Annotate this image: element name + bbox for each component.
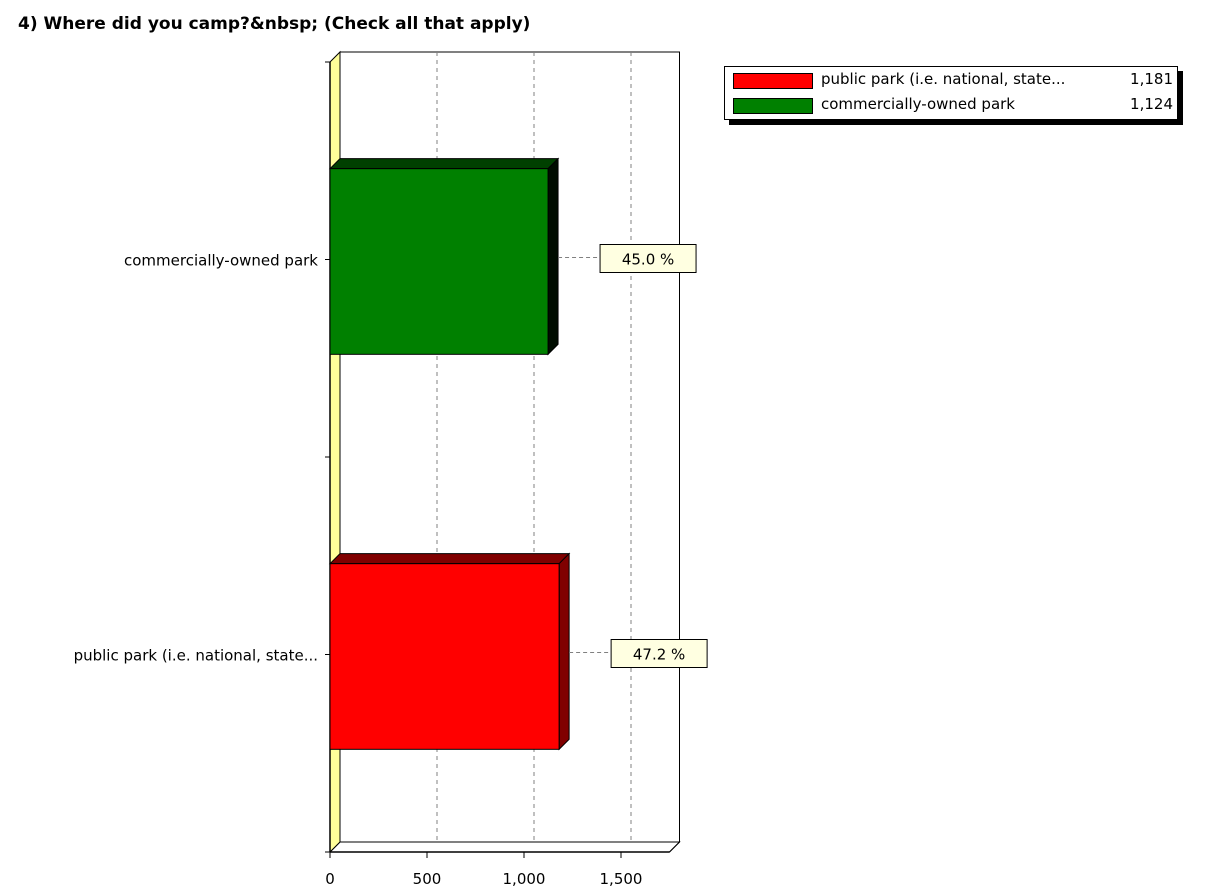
x-tick-label: 1,500	[600, 870, 643, 888]
bar-top-face	[328, 158, 560, 170]
data-label: 47.2 %	[633, 646, 685, 664]
x-axis-ticks: 0 500 1,000 1,500	[325, 852, 642, 888]
x-tick-label: 0	[325, 870, 335, 888]
bar	[328, 157, 560, 356]
bar-front-face	[329, 563, 560, 750]
legend-swatch	[733, 98, 813, 114]
bar-front-face	[329, 168, 549, 355]
category-label: public park (i.e. national, state...	[74, 647, 318, 665]
data-label: 45.0 %	[622, 251, 674, 269]
legend-value: 1,124	[1130, 95, 1173, 113]
x-tick-label: 500	[413, 870, 442, 888]
bar-side-face	[547, 157, 559, 356]
bar-side-face	[558, 552, 570, 751]
plot-floor	[328, 841, 681, 853]
legend-swatch	[733, 73, 813, 89]
data-label-box	[610, 639, 708, 668]
legend-label: public park (i.e. national, state...	[821, 70, 1066, 88]
legend-entry: public park (i.e. national, state... 1,1…	[733, 70, 1173, 90]
bar	[328, 552, 571, 751]
chart-title: 4) Where did you camp?&nbsp; (Check all …	[18, 14, 531, 34]
bars	[328, 157, 571, 751]
category-label: commercially-owned park	[124, 252, 318, 270]
bar-top-face	[328, 553, 571, 565]
legend-value: 1,181	[1130, 70, 1173, 88]
plot-frame-edge	[669, 841, 680, 853]
category-labels: commercially-owned park 45.0 % public park…	[74, 244, 708, 668]
x-tick-label: 1,000	[503, 870, 546, 888]
legend-label: commercially-owned park	[821, 95, 1015, 113]
data-label-box	[599, 244, 697, 273]
legend-entry: commercially-owned park 1,124	[733, 95, 1173, 115]
legend: public park (i.e. national, state... 1,1…	[724, 66, 1178, 120]
